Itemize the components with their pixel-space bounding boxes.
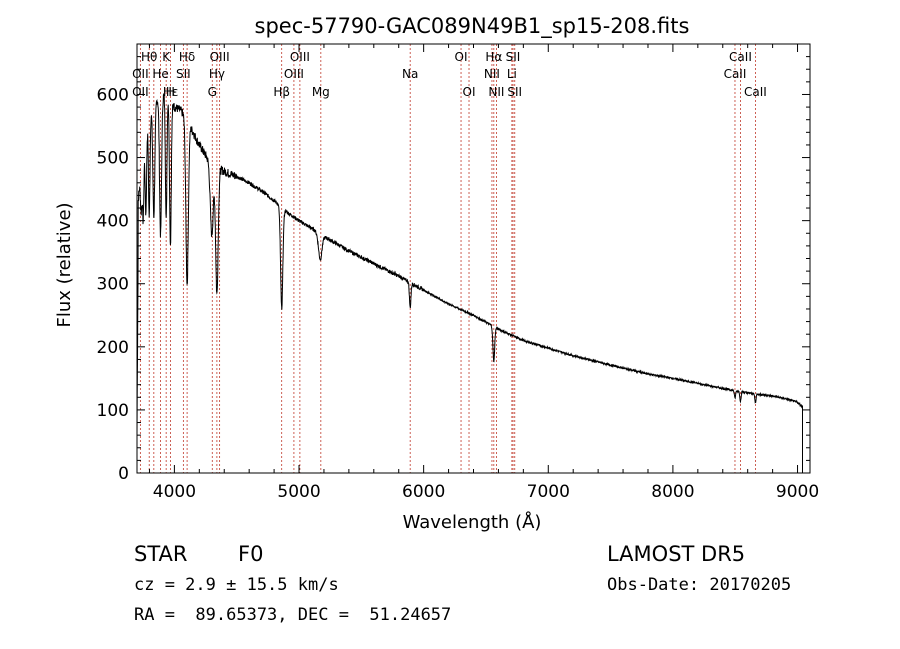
observation-date: Obs-Date: 20170205 bbox=[607, 575, 792, 595]
y-tick-label: 600 bbox=[97, 85, 129, 105]
marker-label: Na bbox=[402, 67, 418, 81]
y-axis-label: Flux (relative) bbox=[54, 202, 75, 327]
marker-label: OII bbox=[132, 85, 149, 99]
marker-label: SII bbox=[176, 67, 191, 81]
survey-name: LAMOST DR5 bbox=[607, 542, 746, 566]
y-tick-label: 0 bbox=[118, 464, 129, 484]
marker-label: G bbox=[208, 85, 217, 99]
emission-line-markers bbox=[139, 44, 756, 473]
plot-frame bbox=[136, 43, 811, 474]
x-tick-label: 9000 bbox=[776, 482, 819, 502]
marker-label: OI bbox=[463, 85, 476, 99]
marker-label: SII bbox=[507, 85, 522, 99]
marker-label: OIII bbox=[284, 67, 304, 81]
x-tick-label: 4000 bbox=[153, 482, 196, 502]
y-axis-ticks: 0 100 200 300 400 500 600 bbox=[97, 56, 810, 484]
marker-label: CaII bbox=[744, 85, 767, 99]
marker-label: H bbox=[166, 85, 175, 99]
marker-label: OIII bbox=[210, 50, 230, 64]
x-axis-ticks: 4000 5000 6000 7000 8000 9000 bbox=[148, 44, 819, 502]
x-tick-label: 7000 bbox=[527, 482, 570, 502]
y-tick-label: 500 bbox=[97, 149, 129, 169]
marker-label: Hδ bbox=[179, 50, 195, 64]
marker-label: OIII bbox=[290, 50, 310, 64]
marker-label: Hβ bbox=[273, 85, 290, 99]
marker-label: NII bbox=[484, 67, 500, 81]
marker-label: Hθ bbox=[141, 50, 157, 64]
spectrum-line bbox=[136, 92, 803, 473]
marker-label: K bbox=[162, 50, 171, 64]
y-tick-label: 400 bbox=[97, 212, 129, 232]
marker-label: CaII bbox=[724, 67, 747, 81]
marker-label: SII bbox=[506, 50, 521, 64]
marker-label: Hα bbox=[485, 50, 502, 64]
marker-label: He bbox=[152, 67, 168, 81]
y-tick-label: 200 bbox=[97, 338, 129, 358]
marker-label: Li bbox=[507, 67, 517, 81]
x-tick-label: 8000 bbox=[651, 482, 694, 502]
redshift-cz: cz = 2.9 ± 15.5 km/s bbox=[134, 575, 339, 595]
y-tick-label: 300 bbox=[97, 275, 129, 295]
x-axis-label: Wavelength (Å) bbox=[403, 511, 542, 533]
marker-label: OI bbox=[455, 50, 468, 64]
marker-label: Mg bbox=[312, 85, 330, 99]
sky-coordinates: RA = 89.65373, DEC = 51.24657 bbox=[134, 605, 452, 625]
marker-label: Hγ bbox=[209, 67, 225, 81]
marker-label: CaII bbox=[729, 50, 752, 64]
marker-label: Hε bbox=[163, 85, 179, 99]
x-tick-label: 6000 bbox=[402, 482, 445, 502]
emission-line-labels: Hθ K Hδ OIII OIII OI Hα SII CaII OII He SII Hγ OIII Na… bbox=[132, 50, 767, 99]
chart-title: spec-57790-GAC089N49B1_sp15-208.fits bbox=[255, 14, 690, 39]
marker-label: NII bbox=[488, 85, 504, 99]
object-class: STAR bbox=[134, 542, 188, 566]
marker-label: OII bbox=[132, 67, 149, 81]
x-tick-label: 5000 bbox=[277, 482, 320, 502]
y-tick-label: 100 bbox=[97, 401, 129, 421]
object-subclass: F0 bbox=[238, 542, 264, 566]
